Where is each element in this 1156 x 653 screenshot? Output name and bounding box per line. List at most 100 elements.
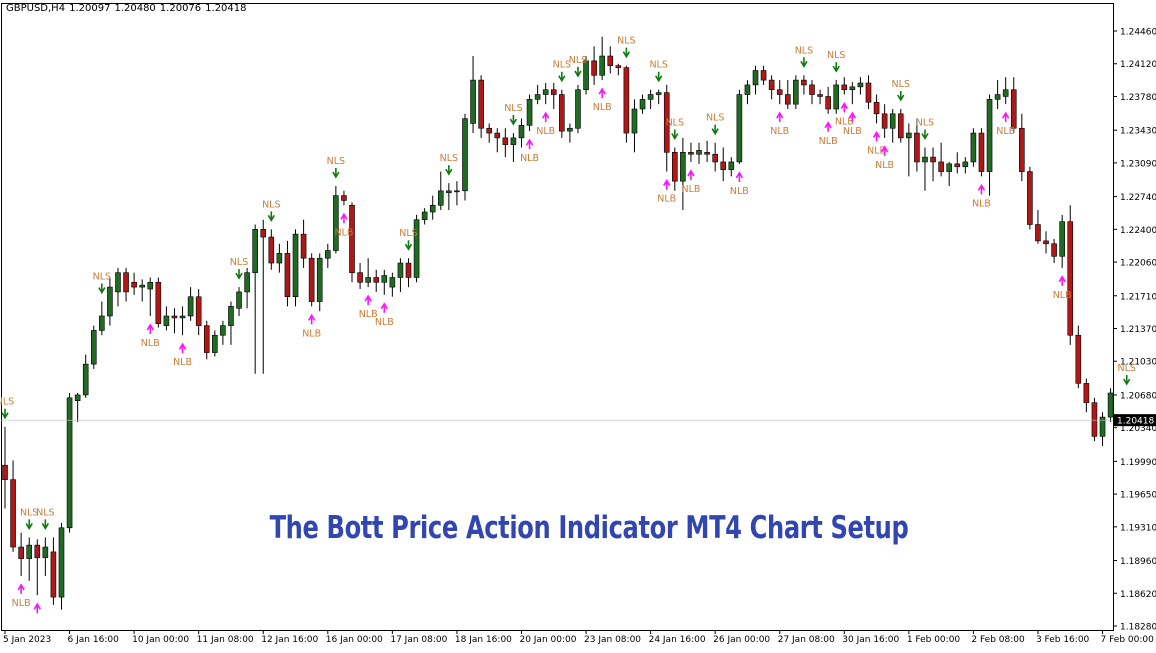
bear-candle <box>688 152 694 155</box>
bull-candle <box>962 161 969 168</box>
bear-candle <box>623 67 630 134</box>
bull-candle <box>437 190 444 206</box>
nlb-label: NLB <box>375 317 394 328</box>
bull-candle <box>115 272 121 293</box>
x-tick-label: 16 Jan 00:00 <box>326 635 383 645</box>
nls-label: NLS <box>827 50 845 61</box>
symbol-info: GBPUSD,H4 1.20097 1.20480 1.20076 1.20418 <box>6 3 251 14</box>
bull-candle <box>292 233 299 298</box>
bull-candle <box>107 286 113 317</box>
bear-candle <box>478 79 484 129</box>
bear-candle <box>155 281 162 324</box>
bear-candle <box>809 84 815 95</box>
bull-candle <box>276 253 283 264</box>
nls-label: NLS <box>795 45 813 56</box>
bull-candle <box>1107 392 1114 418</box>
ohlc-close: 1.20418 <box>205 3 247 14</box>
bull-candle <box>90 330 97 365</box>
bull-candle <box>58 527 65 598</box>
buy-arrow-icon <box>340 212 348 224</box>
nlb-label: NLB <box>141 338 160 349</box>
buy-arrow-icon <box>33 602 41 614</box>
nlb-label: NLB <box>843 126 862 137</box>
bear-candle <box>978 132 985 172</box>
x-tick-label: 18 Jan 16:00 <box>455 635 512 645</box>
bull-candle <box>575 89 581 129</box>
sell-arrow-icon <box>41 519 50 530</box>
x-tick-label: 26 Jan 00:00 <box>713 635 770 645</box>
nls-label: NLS <box>20 507 38 518</box>
ohlc-low: 1.20076 <box>159 3 202 14</box>
sell-arrow-icon <box>558 71 566 83</box>
y-tick-label: 1.19310 <box>1120 523 1156 533</box>
bear-candle <box>494 132 501 139</box>
bear-candle <box>195 296 202 326</box>
bear-candle <box>357 272 363 283</box>
bear-candle <box>10 479 16 548</box>
bear-candle <box>123 272 129 293</box>
sell-arrow-icon <box>574 66 582 78</box>
nlb-label: NLB <box>593 102 612 113</box>
bull-candle <box>66 397 73 529</box>
nls-label: NLS <box>649 60 667 71</box>
x-tick-label: 17 Jan 08:00 <box>390 635 447 645</box>
nlb-label: NLB <box>819 136 838 147</box>
x-tick-label: 2 Feb 08:00 <box>971 635 1025 645</box>
nlb-label: NLB <box>996 126 1015 137</box>
bear-candle <box>131 281 137 288</box>
nlb-label: NLB <box>835 117 854 128</box>
bull-candle <box>1002 89 1009 97</box>
nls-label: NLS <box>440 153 458 164</box>
bear-candle <box>1019 127 1025 172</box>
bull-candle <box>736 94 743 163</box>
bull-candle <box>179 315 186 319</box>
bear-candle <box>486 127 493 134</box>
bull-candle <box>236 291 242 309</box>
bear-candle <box>50 551 57 598</box>
bull-candle <box>446 190 452 194</box>
bull-candle <box>365 277 371 283</box>
bull-candle <box>470 79 476 124</box>
nlb-label: NLB <box>520 153 539 164</box>
nls-label: NLS <box>36 507 54 518</box>
bull-candle <box>542 89 549 95</box>
x-tick-label: 7 Feb 00:00 <box>1101 635 1155 645</box>
nlb-label: NLB <box>867 145 886 156</box>
bear-candle <box>720 161 727 170</box>
nls-label: NLS <box>666 117 684 128</box>
bear-candle <box>405 262 412 278</box>
nls-label: NLS <box>262 199 280 210</box>
bull-candle <box>857 82 864 88</box>
bear-candle <box>938 161 944 172</box>
bear-candle <box>284 253 291 298</box>
bull-candle <box>333 195 339 251</box>
bear-candle <box>550 89 557 95</box>
y-tick-label: 1.24120 <box>1120 60 1156 70</box>
y-tick-label: 1.21370 <box>1120 325 1156 335</box>
bear-candle <box>1051 243 1057 257</box>
bull-candle <box>163 315 170 326</box>
x-tick-label: 30 Jan 16:00 <box>842 635 899 645</box>
nlb-label: NLB <box>657 194 676 205</box>
sell-arrow-icon <box>404 240 413 251</box>
nls-label: NLS <box>916 117 934 128</box>
bear-candle <box>1027 171 1033 225</box>
bear-candle <box>954 163 961 168</box>
bull-candle <box>381 275 388 283</box>
nls-label: NLS <box>0 397 14 408</box>
y-tick-label: 1.23780 <box>1120 93 1156 103</box>
y-tick-label: 1.19990 <box>1120 458 1156 468</box>
plot-frame <box>1 3 1114 631</box>
bear-candle <box>260 229 267 238</box>
bull-candle <box>889 113 896 129</box>
x-tick-label: 1 Feb 00:00 <box>907 635 961 645</box>
sell-arrow-icon <box>25 519 33 530</box>
bull-candle <box>986 99 993 172</box>
buy-arrow-icon <box>1001 111 1010 123</box>
bear-candle <box>704 152 710 155</box>
buy-arrow-icon <box>663 179 671 190</box>
bear-candle <box>776 89 783 95</box>
bear-candle <box>841 84 848 91</box>
